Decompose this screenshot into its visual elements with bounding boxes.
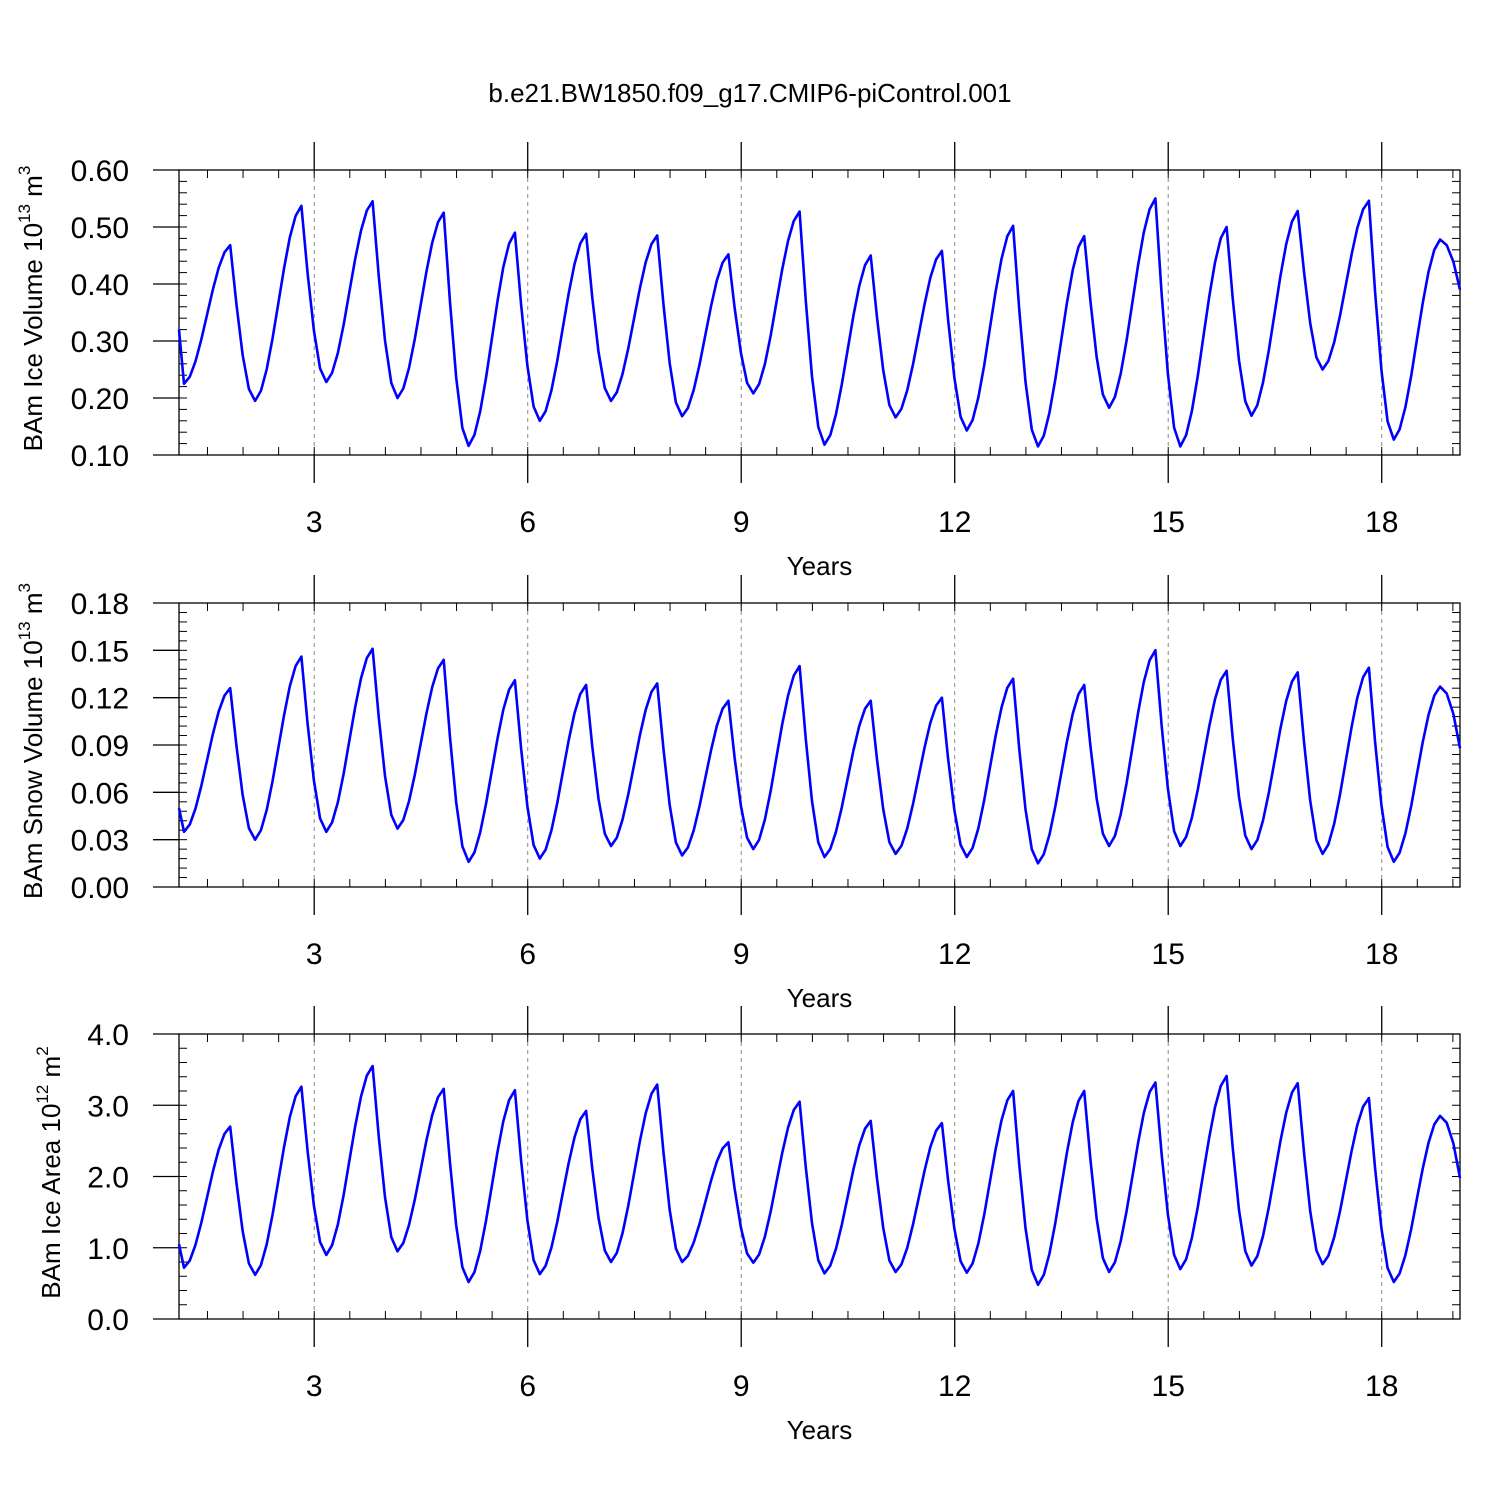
x-tick-label: 12 [938,506,971,539]
x-tick-label: 15 [1152,1370,1185,1403]
chart-ice-area: 0.0 1.0 2.0 3.0 4.0 3 6 9 12 15 18 Years BAm Ice Are… [33,1006,1462,1445]
series-line [177,197,1462,448]
y-tick-label: 3.0 [87,1090,129,1123]
y-tick-label: 0.50 [71,212,129,245]
y-tick-label: 0.0 [87,1304,129,1337]
chart-ice-volume: 0.10 0.20 0.30 0.40 0.50 0.60 3 6 9 12 15 18 Years BA… [15,142,1462,581]
x-tick-label: 6 [519,1370,536,1403]
x-tick-label: 18 [1365,938,1398,971]
y-tick-label: 0.40 [71,269,129,302]
x-tick-label: 12 [938,938,971,971]
series-line [177,1064,1462,1287]
y-tick-label: 0.15 [71,635,129,668]
y-tick-label: 0.00 [71,872,129,905]
chart-snow-volume: 0.00 0.03 0.06 0.09 0.12 0.15 0.18 3 6 9 12 15 18 Yea… [15,575,1462,1013]
y-axis-title: BAm Ice Area 1012 m2 [33,1046,66,1298]
x-axis-title: Years [787,1415,853,1445]
y-tick-label: 0.30 [71,326,129,359]
x-tick-label: 18 [1365,506,1398,539]
series-line [177,647,1462,865]
x-tick-label: 3 [306,1370,323,1403]
y-tick-label: 4.0 [87,1019,129,1052]
y-tick-label: 0.12 [71,683,129,716]
y-tick-label: 0.10 [71,440,129,473]
y-tick-label: 0.20 [71,383,129,416]
y-tick-label: 1.0 [87,1233,129,1266]
x-tick-label: 18 [1365,1370,1398,1403]
y-tick-label: 0.03 [71,825,129,858]
y-tick-label: 0.09 [71,730,129,763]
x-tick-label: 15 [1152,938,1185,971]
x-tick-label: 6 [519,938,536,971]
x-tick-label: 3 [306,506,323,539]
x-tick-label: 9 [733,938,750,971]
page-title: b.e21.BW1850.f09_g17.CMIP6-piControl.001 [488,78,1012,108]
plot-frame [178,1033,1461,1320]
x-tick-label: 9 [733,1370,750,1403]
x-tick-label: 12 [938,1370,971,1403]
y-axis-title: BAm Ice Volume 1013 m3 [15,166,48,452]
x-tick-label: 15 [1152,506,1185,539]
y-tick-label: 2.0 [87,1162,129,1195]
x-axis-title: Years [787,551,853,581]
x-tick-label: 6 [519,506,536,539]
plot-frame [178,169,1461,456]
y-tick-label: 0.60 [71,155,129,188]
y-tick-label: 0.06 [71,777,129,810]
x-tick-label: 9 [733,506,750,539]
y-axis-title: BAm Snow Volume 1013 m3 [15,583,48,899]
x-tick-label: 3 [306,938,323,971]
x-axis-title: Years [787,983,853,1013]
y-tick-label: 0.18 [71,588,129,621]
